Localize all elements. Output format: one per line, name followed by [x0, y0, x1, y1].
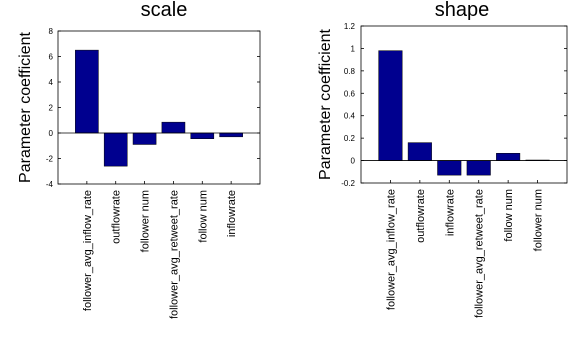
y-tick-label: -4	[46, 180, 54, 189]
y-tick-label: 1.2	[344, 22, 356, 31]
category-label: inflowrate	[444, 189, 456, 236]
category-label: follower_avg_inflow_rate	[82, 190, 94, 311]
category-label: follower num	[533, 189, 545, 251]
y-tick-label: -2	[46, 155, 54, 164]
y-tick-label: 0	[351, 157, 356, 166]
y-tick-label: 4	[49, 78, 54, 87]
bar-outflowrate	[407, 142, 432, 161]
category-label: follower_avg_inflow_rate	[385, 189, 397, 310]
bar-follower_avg_inflow_rate	[75, 49, 99, 134]
chart-title: scale	[141, 0, 188, 21]
y-tick-label: 0.8	[344, 67, 356, 76]
category-label: inflowrate	[226, 190, 238, 237]
y-tick-label: 8	[49, 27, 54, 36]
bar-follower_avg_inflow_rate	[378, 50, 403, 161]
category-label: follower_avg_retweet_rate	[474, 189, 486, 318]
category-label: follower num	[140, 190, 152, 252]
chart-title: shape	[435, 0, 490, 21]
y-axis-label: Parameter coefficient	[17, 32, 34, 183]
bar-follower_avg_retweet_rate	[161, 121, 186, 134]
bar-inflowrate	[219, 132, 243, 138]
y-tick-label: -0.2	[341, 179, 355, 188]
y-tick-label: 0	[49, 129, 54, 138]
category-label: follow num	[503, 189, 515, 242]
y-axis-label: Parameter coefficient	[317, 29, 334, 180]
y-tick-label: 0.2	[344, 134, 356, 143]
chart-scale: scale Parameter coefficient -4 -2 0 2 4 6 8 follo…	[17, 0, 261, 319]
bar-follow num	[496, 153, 521, 161]
y-tick-label: 2	[49, 104, 54, 113]
bar-inflowrate	[437, 160, 462, 176]
y-tick-label: 6	[49, 53, 54, 62]
bar-follower_avg_retweet_rate	[466, 160, 491, 176]
y-tick-label: 1	[351, 44, 356, 53]
y-tick-label: 0.6	[344, 89, 356, 98]
bar-follower num	[132, 132, 157, 145]
chart-shape: shape Parameter coefficient -0.2 0 0.2 0.4 0.6…	[317, 0, 568, 318]
category-label: follow num	[197, 190, 209, 243]
bar-outflowrate	[103, 132, 128, 167]
y-tick-label: 0.4	[344, 112, 356, 121]
bar-follow num	[190, 132, 215, 139]
category-label: outflowrate	[415, 189, 427, 243]
category-label: follower_avg_retweet_rate	[168, 190, 180, 319]
category-label: outflowrate	[111, 190, 123, 244]
plot-frame	[360, 25, 568, 184]
